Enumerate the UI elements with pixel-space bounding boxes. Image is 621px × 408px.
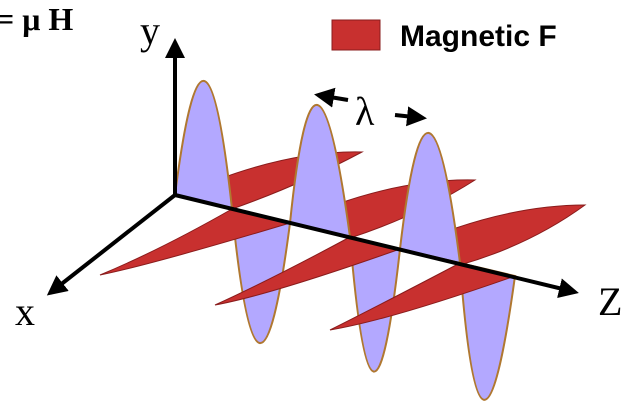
axes (46, 38, 579, 298)
equation: = μ H (0, 1, 73, 37)
magnetic-lobes-front (99, 208, 517, 331)
x-axis (46, 193, 177, 296)
legend-swatch (331, 19, 381, 51)
wavelength-arrows (314, 87, 427, 127)
electric-lobes (173, 79, 517, 401)
arrow-left (314, 87, 349, 108)
y-label: y (140, 8, 160, 53)
wavelength-label: λ (355, 89, 375, 134)
legend-label: Magnetic F (400, 20, 557, 53)
z-axis (174, 193, 579, 298)
z-label: Z (598, 279, 621, 324)
arrow-right (394, 106, 427, 127)
x-label: x (15, 289, 35, 334)
